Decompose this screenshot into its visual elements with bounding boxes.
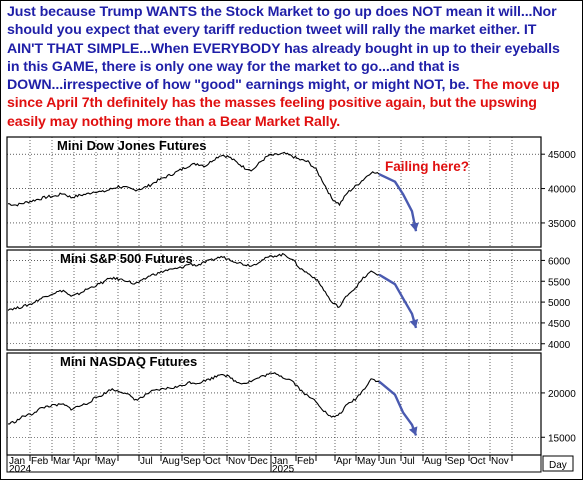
month-label: Aug	[424, 456, 442, 467]
y-tick-label: 20000	[548, 389, 576, 400]
y-tick-label: 40000	[548, 185, 576, 196]
price-line	[8, 372, 380, 425]
y-tick-label: 45000	[548, 150, 576, 161]
price-line	[7, 252, 380, 311]
y-tick-label: 4500	[548, 319, 571, 330]
arrow-head	[409, 318, 419, 328]
month-label: Feb	[31, 456, 49, 467]
year-label: 2025	[272, 464, 295, 475]
y-tick-label: 6000	[548, 256, 571, 267]
panel-title: Mini S&P 500 Futures	[60, 251, 193, 266]
y-tick-label: 5000	[548, 298, 571, 309]
month-label: Nov	[228, 456, 246, 467]
month-label: Jan	[272, 456, 288, 467]
month-label: May	[97, 456, 116, 467]
y-tick-label: 4000	[548, 340, 571, 351]
month-label: Jul	[140, 456, 153, 467]
price-line	[7, 151, 380, 207]
month-label: Mar	[53, 456, 71, 467]
projection-arrow	[378, 273, 418, 329]
headline-red-text: The move up since April 7th definitely h…	[7, 77, 560, 130]
unit-box	[542, 455, 574, 472]
month-label: Apr	[336, 456, 352, 467]
projection-arrow	[378, 380, 418, 436]
arrow-head	[408, 426, 418, 436]
y-tick-label: 15000	[548, 433, 576, 444]
month-label: Sep	[447, 456, 465, 467]
x-axis-frame	[6, 454, 542, 473]
panel-title: Mini NASDAQ Futures	[60, 354, 197, 369]
projection-arrow	[378, 173, 418, 232]
month-label: Apr	[75, 456, 91, 467]
month-label: Jan	[9, 456, 25, 467]
month-label: Nov	[491, 456, 509, 467]
unit-label: Day	[549, 460, 567, 471]
headline: Just because Trump WANTS the Stock Marke…	[7, 3, 575, 131]
month-label: Aug	[162, 456, 180, 467]
month-label: Feb	[297, 456, 315, 467]
y-tick-label: 35000	[548, 219, 576, 230]
month-label: May	[357, 456, 376, 467]
panel-frame	[6, 249, 542, 351]
year-label: 2024	[9, 464, 32, 475]
month-label: Oct	[470, 456, 486, 467]
month-label: Jun	[380, 456, 396, 467]
panel-frame	[6, 136, 542, 248]
headline-blue-text: Just because Trump WANTS the Stock Marke…	[7, 4, 560, 94]
panel-title: Mini Dow Jones Futures	[57, 138, 207, 153]
arrow-head	[410, 222, 419, 232]
month-label: Sep	[183, 456, 201, 467]
annotation-text: Failing here?	[385, 159, 469, 174]
month-label: Dec	[250, 456, 268, 467]
month-label: Jul	[402, 456, 415, 467]
month-label: Oct	[205, 456, 221, 467]
y-tick-label: 5500	[548, 277, 571, 288]
